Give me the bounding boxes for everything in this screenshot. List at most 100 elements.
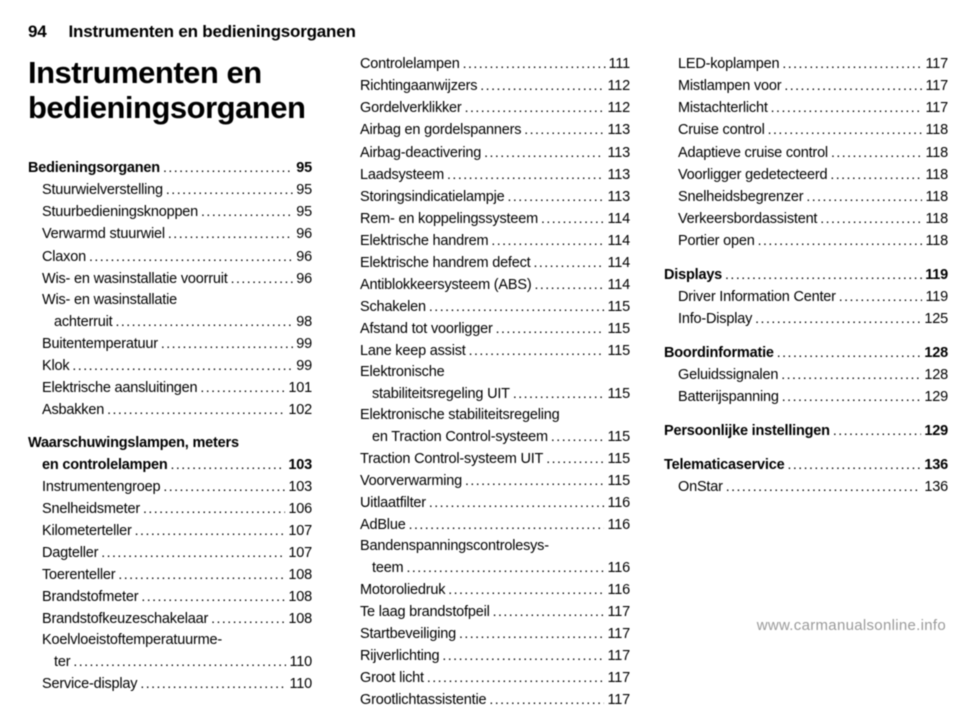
toc-entry: Klok99 [28,355,312,377]
toc-entry: Schakelen115 [346,296,630,318]
toc-page: 106 [288,499,312,520]
toc-label: Verkeersbordassistent [678,209,817,230]
toc-label: Stuurwielverstelling [42,180,163,201]
toc-page: 118 [925,143,948,164]
toc-page: 128 [924,365,948,386]
toc-leader [469,340,605,360]
toc-entry: Adaptieve cruise control 118 [664,142,948,164]
toc-entry: Snelheidsbegrenzer 118 [664,186,948,208]
toc-entry: en controlelampen103 [28,454,312,476]
toc-label: achterruit [54,312,112,333]
toc-entry: Groot licht117 [346,667,630,689]
toc-label: Brandstofkeuzeschakelaar [42,609,208,630]
toc-entry: Elektronische stabiliteitsregeling [346,405,630,426]
toc-leader [782,386,922,406]
toc-entry: Bedieningsorganen95 [28,157,312,179]
toc-page: 102 [288,400,312,421]
toc-leader [758,230,923,250]
toc-column-3: LED-koplampen117Mistlampen voor117Mistac… [664,53,960,710]
toc-page: 99 [296,334,312,355]
toc-leader [755,308,921,328]
toc-label: Service-display [42,674,137,695]
toc-page: 103 [288,455,312,476]
toc-label: ter [54,652,70,673]
toc-entry: Kilometerteller107 [28,520,312,542]
toc-leader [768,119,923,139]
toc-page: 118 [925,187,948,208]
toc-leader [140,673,286,693]
toc-label: Te laag brandstofpeil [360,602,490,623]
toc-page: 96 [296,269,312,290]
toc-label: Afstand tot voorligger [360,319,493,340]
toc-label: Cruise control [678,120,765,141]
toc-label: OnStar [678,477,723,498]
toc-entry: Motoroliedruk116 [346,579,630,601]
toc-entry: Airbag-deactivering113 [346,142,630,164]
toc-label: Elektrische aansluitingen [42,378,197,399]
toc-leader [429,492,605,512]
toc-label: Wis- en wasinstallatie voorruit [42,269,228,290]
toc-page: 103 [288,477,312,498]
toc-leader [820,208,922,228]
toc-label: Brandstofmeter [42,587,138,608]
toc-page: 98 [296,312,312,333]
toc-page: 113 [607,120,630,141]
toc-leader [406,557,604,577]
toc-entry: teem116 [346,557,630,579]
toc-leader [784,75,922,95]
toc-label: Snelheidsbegrenzer [678,187,803,208]
toc-entry: Airbag en gordelspanners 113 [346,119,630,141]
toc-leader [231,268,294,288]
toc-label: Kilometerteller [42,521,132,542]
toc-label: Elektronische stabiliteitsregeling [360,405,560,426]
toc-leader [489,689,604,709]
toc-label: Storingsindicatielampje [360,187,505,208]
toc-page: 129 [924,387,948,408]
toc-label: Laadsysteem [360,165,444,186]
toc-entry: Boordinformatie128 [664,342,948,364]
toc-leader [806,186,922,206]
toc-label: Gordelverklikker [360,98,462,119]
toc-label: Batterijspanning [678,387,779,408]
toc-label: Telematicaservice [664,455,784,476]
toc-page: 118 [925,209,948,230]
toc-page: 116 [607,515,630,536]
toc-page: 99 [296,356,312,377]
toc-leader [496,318,605,338]
toc-label: Voorverwarming [360,471,462,492]
toc-entry: Controlelampen111 [346,53,630,75]
toc-label: Adaptieve cruise control [678,143,828,164]
toc-label: Antiblokkeersysteem (ABS) [360,275,531,296]
toc-entry: Portier open118 [664,230,948,252]
toc-leader [782,53,922,73]
toc-page: 119 [925,265,948,286]
toc-entry: Waarschuwingslampen, meters [28,433,312,454]
toc-label: Airbag en gordelspanners [360,120,521,141]
toc-entry: Driver Information Center119 [664,286,948,308]
toc-page: 115 [607,471,630,492]
toc-leader [546,448,604,468]
toc-entry: Stuurbedieningsknoppen95 [28,201,312,223]
toc-entry: Elektrische handrem defect114 [346,252,630,274]
toc-label: Motoroliedruk [360,580,445,601]
toc-leader [101,542,285,562]
toc-page: 112 [607,98,630,119]
toc-entry: Te laag brandstofpeil117 [346,601,630,623]
toc-leader [831,142,923,162]
toc-page: 108 [288,609,312,630]
toc-page: 119 [925,287,948,308]
toc-label: Schakelen [360,297,426,318]
toc-entry: Bandenspanningscontrolesys- [346,536,630,557]
toc-leader [787,454,921,474]
toc-entry: Mistachterlicht117 [664,97,948,119]
toc-label: Rem- en koppelingssysteem [360,209,538,230]
toc-leader [163,157,293,177]
toc-label: Geluidssignalen [678,365,778,386]
toc-leader [143,498,285,518]
toc-entry: Rijverlichting117 [346,645,630,667]
toc-page: 108 [288,565,312,586]
toc-entry: Laadsysteem113 [346,164,630,186]
toc-entry: Buitentemperatuur99 [28,333,312,355]
toc-label: Elektrische handrem [360,231,488,252]
toc-label: Instrumentengroep [42,477,160,498]
